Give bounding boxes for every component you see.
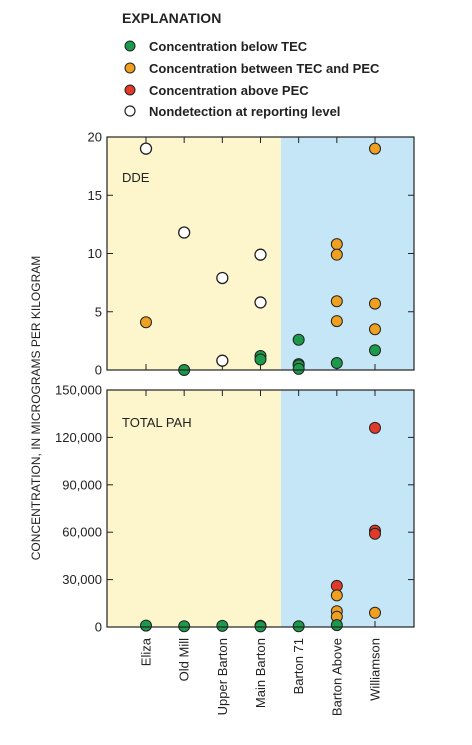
legend-title: EXPLANATION [122, 10, 221, 26]
panel-background-right [281, 137, 414, 370]
point-main-barton-below [254, 620, 267, 633]
point-barton-71-below [292, 362, 305, 375]
point-upper-barton-nd [216, 354, 229, 367]
point-barton-71-below [292, 333, 305, 346]
y-tick-label: 20 [88, 130, 102, 145]
x-tick-label-old-mill: Old Mill [177, 638, 192, 681]
legend-item-below: Concentration below TEC [124, 39, 308, 54]
panel-total-pah: 0 30,000 60,000 90,000 120,000 150,000 TOTAL P… [55, 383, 415, 635]
legend-label-between: Concentration between TEC and PEC [149, 61, 380, 76]
point-williamson-between [369, 606, 381, 619]
point-eliza-between [140, 316, 152, 329]
point-williamson-above [369, 527, 381, 540]
y-axis-label: CONCENTRATION, IN MICROGRAMS PER KILOGRA… [29, 256, 43, 560]
x-tick-label-main-barton: Main Barton [253, 638, 268, 708]
y-tick-label: 90,000 [62, 477, 102, 492]
x-tick-label-barton-above: Barton Above [329, 638, 344, 716]
panel-background-right [281, 390, 414, 627]
point-barton-above-between [330, 589, 343, 602]
y-tick-label: 30,000 [62, 572, 102, 587]
point-williamson-below [369, 344, 381, 357]
point-barton-above-between [330, 295, 343, 308]
y-tick-label: 15 [88, 188, 102, 203]
point-barton-above-between [330, 238, 343, 251]
x-tick-label-eliza: Eliza [139, 637, 154, 666]
point-williamson-between [369, 297, 381, 310]
point-main-barton-nd [254, 248, 267, 261]
point-old-mill-nd [178, 226, 191, 239]
legend-marker-below [124, 40, 136, 52]
point-barton-above-below [330, 357, 343, 370]
point-barton-71-below [292, 620, 305, 633]
point-main-barton-below [254, 353, 267, 366]
y-tick-label: 0 [95, 620, 102, 635]
y-tick-label: 120,000 [55, 430, 102, 445]
panel-dde: 0 5 10 15 20 DDE [88, 130, 415, 378]
legend-item-above: Concentration above PEC [124, 83, 309, 98]
legend: EXPLANATION Concentration below TEC Conc… [122, 10, 380, 119]
point-main-barton-nd [254, 296, 267, 309]
point-eliza-nd [139, 142, 153, 155]
panel-frame [106, 136, 415, 371]
y-tick-label: 60,000 [62, 525, 102, 540]
point-old-mill-below [178, 620, 191, 633]
point-upper-barton-below [216, 619, 229, 632]
legend-label-nondetect: Nondetection at reporting level [149, 104, 340, 119]
panel-background-left [107, 390, 281, 627]
point-upper-barton-nd [216, 271, 229, 285]
y-tick-label: 0 [95, 363, 102, 378]
point-williamson-above [369, 421, 381, 434]
legend-item-between: Concentration between TEC and PEC [124, 61, 380, 76]
point-barton-above-between [330, 315, 343, 328]
x-tick-label-upper-barton: Upper Barton [215, 638, 230, 715]
point-barton-above-below [330, 619, 343, 632]
legend-label-below: Concentration below TEC [149, 39, 308, 54]
y-tick-label: 10 [88, 246, 102, 261]
panel-background-left [107, 137, 281, 370]
legend-marker-nondetect [124, 105, 136, 117]
point-williamson-between [369, 142, 381, 155]
x-axis: Eliza Old Mill Upper Barton Main Barton Bart… [139, 637, 383, 716]
y-tick-label: 5 [95, 304, 102, 319]
y-tick-label: 150,000 [55, 383, 102, 398]
point-eliza-below [140, 619, 152, 632]
legend-label-above: Concentration above PEC [149, 83, 309, 98]
panel-title: TOTAL PAH [122, 415, 192, 430]
x-tick-label-barton-71: Barton 71 [291, 638, 306, 694]
panel-frame [106, 389, 415, 628]
legend-item-nondetect: Nondetection at reporting level [124, 104, 340, 119]
legend-marker-above [124, 84, 136, 96]
x-tick-label-williamson: Williamson [368, 638, 383, 701]
point-williamson-between [369, 323, 381, 336]
panel-title: DDE [122, 170, 150, 185]
legend-marker-between [124, 62, 136, 74]
point-barton-above-between [330, 248, 343, 261]
